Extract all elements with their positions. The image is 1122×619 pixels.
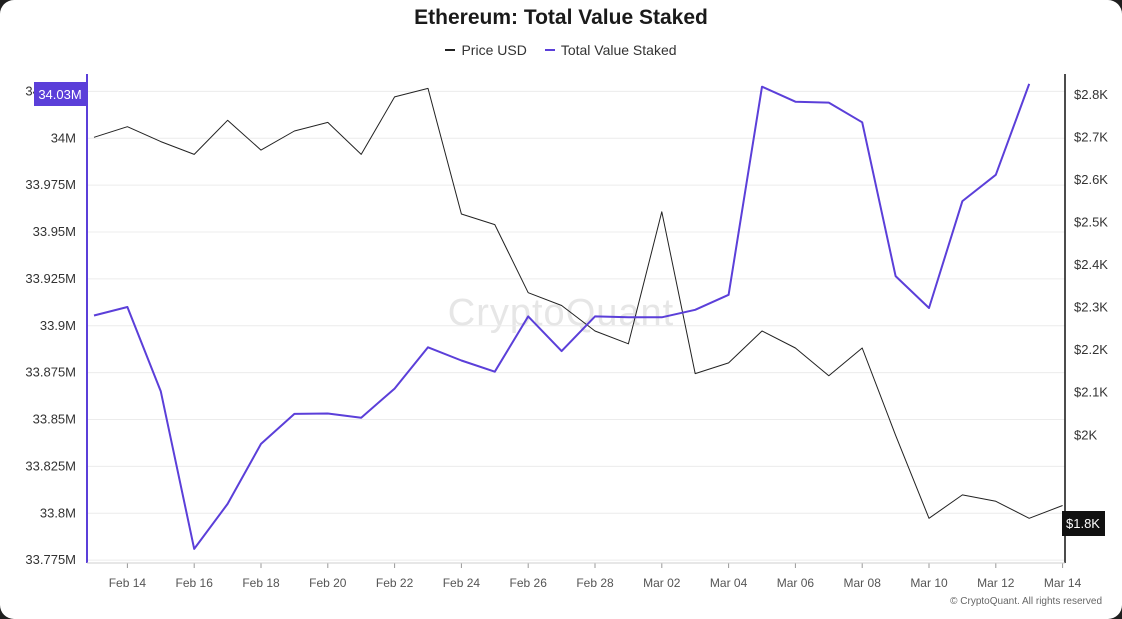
left-tick-label: 33.875M [25,365,76,380]
legend-item-price[interactable]: Price USD [445,42,527,58]
right-tick-label: $2.4K [1074,257,1108,272]
x-tick-label: Feb 18 [242,576,280,590]
x-tick-label: Mar 14 [1044,576,1082,590]
x-tick-label: Mar 06 [777,576,815,590]
legend-swatch-staked [544,49,555,51]
left-tick-label: 33.975M [25,177,76,192]
right-tick-label: $2.3K [1074,300,1108,315]
x-tick-label: Feb 28 [576,576,614,590]
copyright-note: © CryptoQuant. All rights reserved [950,596,1102,607]
x-tick-label: Feb 16 [176,576,214,590]
x-tick-label: Feb 14 [109,576,147,590]
left-tick-label: 33.95M [33,224,76,239]
x-tick-label: Feb 26 [510,576,548,590]
x-tick-label: Feb 20 [309,576,347,590]
x-tick-label: Mar 04 [710,576,748,590]
series-line-price [93,87,1063,519]
series-line-staked [93,83,1031,550]
left-tick-label: 33.85M [33,412,76,427]
x-tick-label: Mar 10 [910,576,948,590]
right-tick-label: $2.7K [1074,129,1108,144]
x-tick-label: Feb 24 [443,576,481,590]
x-tick-label: Feb 22 [376,576,414,590]
right-tick-label: $2K [1074,427,1097,442]
right-tick-label: $2.8K [1074,87,1108,102]
x-tick-label: Mar 02 [643,576,681,590]
right-tick-label: $2.5K [1074,214,1108,229]
right-tick-label: $2.1K [1074,385,1108,400]
chart-legend: Price USD Total Value Staked [0,42,1122,58]
left-tick-label: 33.825M [25,458,76,473]
x-tick-label: Mar 12 [977,576,1015,590]
right-tick-label: $2.2K [1074,342,1108,357]
x-tick-label: Mar 08 [844,576,882,590]
axes: 33.775M 33.8M 33.825M 33.85M 33.875M 33.9M 33.… [25,74,1108,590]
chart-title: Ethereum: Total Value Staked [414,6,708,29]
left-tick-label: 33.775M [25,552,76,567]
right-tick-label: $2.6K [1074,172,1108,187]
left-last-value-text: 34.03M [38,87,81,102]
left-last-value-badge: 34.03M [34,82,87,106]
grid-lines [87,90,1065,561]
legend-label-staked: Total Value Staked [560,42,677,58]
legend-label-price: Price USD [461,42,527,58]
right-last-value-bg [1062,511,1105,536]
series-lines [93,83,1063,550]
right-last-value-badge: $1.8K [1062,511,1105,536]
legend-swatch-price [445,49,456,51]
right-last-value-text: $1.8K [1066,516,1100,531]
value-labels: 34.03M $1.8K [34,82,1105,536]
legend-item-staked[interactable]: Total Value Staked [544,42,677,58]
left-tick-label: 33.8M [40,505,76,520]
left-tick-label: 33.925M [25,271,76,286]
left-tick-label: 34M [51,130,76,145]
left-tick-label: 33.9M [40,318,76,333]
left-last-value-bg [34,82,87,106]
